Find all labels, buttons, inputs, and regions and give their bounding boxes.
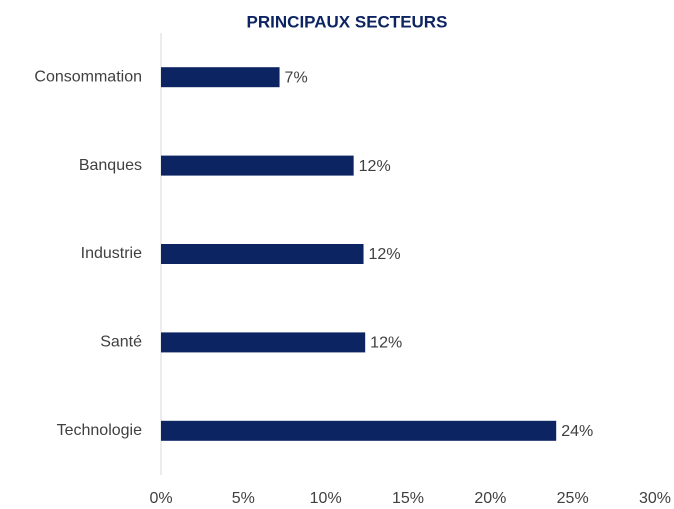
x-tick-label: 5% — [232, 490, 255, 507]
x-tick-label: 30% — [639, 490, 671, 507]
y-tick-label: Consommation — [34, 68, 142, 85]
x-tick-label: 20% — [474, 490, 506, 507]
data-label: 12% — [370, 335, 402, 352]
x-tick-label: 25% — [557, 490, 589, 507]
y-tick-label: Industrie — [81, 245, 142, 262]
y-tick-label: Banques — [79, 157, 142, 174]
x-tick-label: 15% — [392, 490, 424, 507]
data-label: 7% — [285, 69, 308, 86]
bar — [161, 155, 354, 176]
bar — [161, 332, 366, 353]
chart-title: PRINCIPAUX SECTEURS — [247, 12, 448, 31]
bar — [161, 420, 557, 441]
bar — [161, 244, 364, 264]
data-label: 12% — [359, 158, 391, 175]
data-label: 24% — [561, 423, 593, 440]
data-label: 12% — [369, 246, 401, 263]
y-tick-label: Santé — [100, 334, 142, 351]
x-tick-label: 0% — [149, 490, 172, 507]
x-tick-label: 10% — [310, 490, 342, 507]
bar — [161, 67, 280, 88]
y-tick-label: Technologie — [57, 422, 143, 439]
